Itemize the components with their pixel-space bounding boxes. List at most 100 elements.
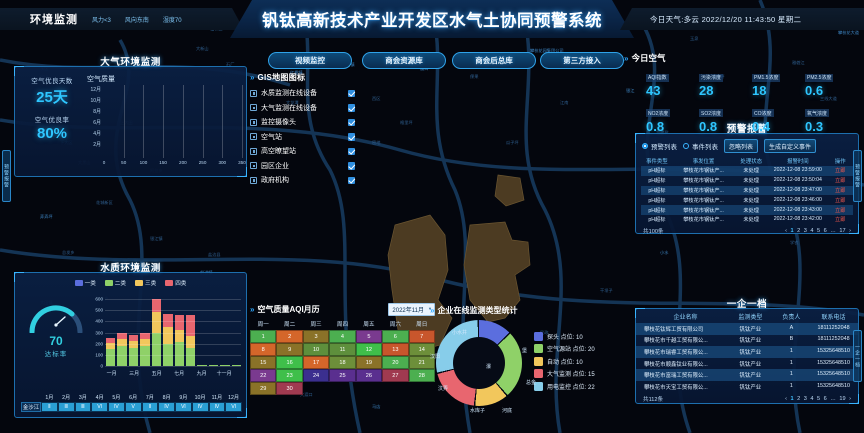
page-number[interactable]: … [830, 395, 836, 402]
table-row[interactable]: pH超标 攀枝花市钢钛产... 未处理 2022-12-08 23:46:00 立即 [641, 195, 853, 205]
page-next[interactable]: › [849, 227, 851, 234]
calendar-day[interactable]: 29 [250, 382, 277, 395]
nav-button-resource[interactable]: 商会资源库 [362, 52, 446, 69]
calendar-day[interactable]: 4 [329, 330, 356, 343]
water-legend-item[interactable]: 二类 [104, 279, 126, 287]
calendar-day[interactable]: 2 [276, 330, 303, 343]
calendar-day[interactable]: 24 [302, 369, 330, 382]
water-legend-item[interactable]: 四类 [165, 279, 186, 287]
table-row[interactable]: pH超标 攀枝花市钢钛产... 未处理 2022-12-08 23:43:00 立即 [641, 205, 853, 215]
donut-legend-item[interactable]: 自动 点位: 10 [534, 356, 595, 366]
table-row[interactable]: 攀枝花市天宝工贸有限公... 钒钛产业 1 15325648510 [636, 381, 858, 393]
page-number[interactable]: 2 [797, 395, 801, 402]
page-number[interactable]: 5 [817, 227, 821, 234]
calendar-day[interactable]: 28 [408, 369, 435, 382]
alarm-pagination[interactable]: ‹ 1 2 3 4 5 6… 17 › [785, 228, 851, 234]
page-number[interactable]: 6 [823, 395, 827, 402]
page-number[interactable]: 2 [797, 227, 801, 234]
calendar-day[interactable]: 19 [355, 356, 383, 369]
calendar-day[interactable]: 3 [302, 330, 330, 343]
table-row[interactable]: 攀枝花钛辉工贸有限公司 钒钛产业 A 18111252048 [636, 323, 858, 335]
table-row[interactable]: 攀枝花市富瑞工贸有限公... 钒钛产业 1 15325648510 [636, 369, 858, 381]
calendar-day[interactable]: 13 [382, 343, 409, 356]
ignore-list-button[interactable]: 忽略列表 [724, 139, 759, 153]
page-number[interactable]: 19 [839, 395, 846, 402]
gis-layer-row-2[interactable]: 监控摄像头 [250, 115, 355, 130]
calendar-day[interactable]: 12 [355, 343, 383, 356]
enterprise-pagination[interactable]: ‹ 1 2 3 4 5 6… 19 › [785, 396, 851, 402]
page-number[interactable]: 1 [790, 395, 794, 402]
table-row[interactable]: pH超标 攀枝花市钢钛产... 未处理 2022-12-08 23:47:00 立即 [641, 185, 853, 196]
page-number[interactable]: 17 [839, 227, 846, 234]
donut-legend-item[interactable]: 用电监控 点位: 22 [534, 381, 595, 391]
cell-action[interactable]: 立即 [835, 178, 846, 185]
water-legend-item[interactable]: 三类 [135, 279, 156, 287]
page-next[interactable]: › [849, 395, 851, 402]
calendar-day[interactable]: 21 [408, 356, 435, 369]
table-row[interactable]: 攀枝花市瑞睿工贸有限公... 钒钛产业 1 15325648510 [636, 346, 858, 358]
rail-right-alarm[interactable]: 预警报警 [853, 150, 862, 202]
gis-layer-checkbox[interactable] [347, 89, 355, 97]
table-row[interactable]: 攀枝花市顺鑫钛业有限公... 钒钛产业 1 15325648510 [636, 358, 858, 370]
nav-button-video[interactable]: 视频监控 [268, 52, 352, 69]
page-number[interactable]: 6 [823, 227, 827, 234]
cell-action[interactable]: 立即 [835, 187, 846, 194]
calendar-day[interactable]: 8 [250, 343, 277, 356]
calendar-day[interactable]: 17 [302, 356, 330, 369]
page-number[interactable]: 4 [810, 395, 814, 402]
rail-right-archive[interactable]: 一企一档 [853, 330, 862, 382]
page-number[interactable]: … [830, 227, 836, 234]
gis-layer-checkbox[interactable] [347, 104, 355, 112]
gis-layer-checkbox[interactable] [347, 133, 355, 141]
rail-left-alarm[interactable]: 预警报警 [2, 150, 11, 202]
calendar-day[interactable]: 1 [250, 330, 277, 343]
calendar-day[interactable]: 9 [276, 343, 303, 356]
calendar-day[interactable]: 7 [408, 330, 435, 343]
gis-layer-checkbox[interactable] [347, 118, 355, 126]
gis-layer-row-4[interactable]: 高空瞭望站 [250, 144, 355, 159]
donut-legend-item[interactable]: 空气源站 点位: 20 [534, 344, 595, 354]
radio-event-list[interactable]: 事件列表 [683, 141, 718, 151]
calendar-day[interactable]: 16 [276, 356, 303, 369]
gis-layer-checkbox[interactable] [347, 147, 355, 155]
page-number[interactable]: 3 [803, 395, 807, 402]
calendar-day[interactable]: 26 [355, 369, 383, 382]
page-number[interactable]: 1 [790, 227, 794, 234]
month-select[interactable]: 2022年11月 [388, 303, 435, 316]
donut-legend-item[interactable]: 大气监测 点位: 15 [534, 369, 595, 379]
page-number[interactable]: 4 [810, 227, 814, 234]
table-row[interactable]: 攀枝花市千越工贸有限公... 钒钛产业 B 18111252048 [636, 335, 858, 347]
calendar-day[interactable]: 11 [329, 343, 356, 356]
gis-layer-row-3[interactable]: 空气站 [250, 130, 355, 145]
calendar-day[interactable]: 20 [382, 356, 409, 369]
create-custom-event-button[interactable]: 生成自定义事件 [764, 139, 817, 153]
calendar-day[interactable]: 27 [382, 369, 409, 382]
gis-layer-row-1[interactable]: 大气监测在线设备 [250, 101, 355, 116]
calendar-day[interactable]: 25 [329, 369, 356, 382]
page-prev[interactable]: ‹ [785, 227, 788, 234]
table-row[interactable]: pH超标 攀枝花市钢钛产... 未处理 2022-12-08 23:50:04 立即 [641, 176, 853, 186]
gis-layer-checkbox[interactable] [347, 176, 355, 184]
water-legend-item[interactable]: 一类 [74, 279, 96, 287]
calendar-day[interactable]: 6 [382, 330, 409, 343]
calendar-day[interactable]: 30 [276, 382, 303, 395]
page-number[interactable]: 3 [803, 227, 807, 234]
gis-layer-checkbox[interactable] [347, 162, 355, 170]
donut-legend-item[interactable]: 探头 点位: 10 [534, 331, 595, 341]
calendar-day[interactable]: 18 [329, 356, 356, 369]
cell-action[interactable]: 立即 [835, 217, 846, 224]
calendar-day[interactable]: 10 [302, 343, 330, 356]
calendar-day[interactable]: 15 [250, 356, 277, 369]
calendar-day[interactable]: 5 [355, 330, 383, 343]
radio-warning-list[interactable]: 预警列表 [642, 141, 677, 151]
nav-button-thirdparty[interactable]: 第三方接入 [540, 52, 624, 69]
cell-action[interactable]: 立即 [835, 168, 846, 175]
cell-action[interactable]: 立即 [835, 197, 846, 204]
cell-action[interactable]: 立即 [835, 207, 846, 214]
calendar-day[interactable]: 14 [408, 343, 435, 356]
calendar-day[interactable]: 23 [276, 369, 303, 382]
calendar-day[interactable]: 22 [250, 369, 277, 382]
page-number[interactable]: 5 [817, 395, 821, 402]
page-prev[interactable]: ‹ [785, 395, 788, 402]
table-row[interactable]: pH超标 攀枝花市钢钛产... 未处理 2022-12-08 23:42:00 立即 [641, 215, 853, 225]
